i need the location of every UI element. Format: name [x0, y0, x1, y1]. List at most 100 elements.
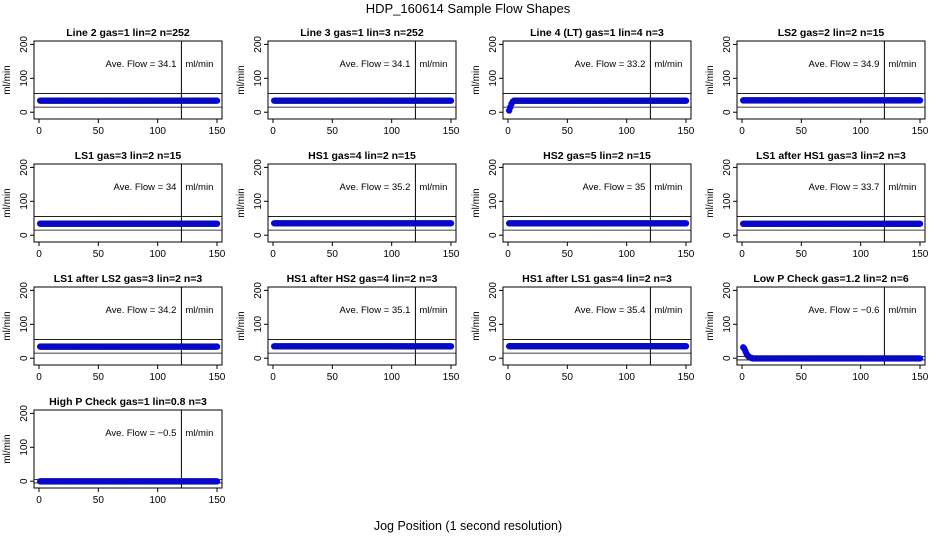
y-tick-label: 100	[488, 193, 499, 210]
panel-title: HS2 gas=5 lin=2 n=15	[543, 150, 651, 162]
x-tick-label: 100	[383, 372, 400, 383]
y-tick-label: 0	[722, 355, 733, 361]
y-tick-label: 0	[253, 232, 264, 238]
figure-title: HDP_160614 Sample Flow Shapes	[365, 1, 571, 16]
x-tick-label: 50	[562, 372, 574, 383]
x-tick-label: 150	[209, 126, 226, 137]
y-tick-label: 200	[253, 159, 264, 176]
y-tick-label: 200	[253, 282, 264, 299]
x-tick-label: 0	[270, 249, 276, 260]
y-tick-label: 0	[722, 232, 733, 238]
data-point	[213, 343, 221, 350]
panel-11: HS1 after LS1 gas=4 lin=2 n=3 0 50 100 150 0 1…	[471, 273, 695, 383]
panel-12: Low P Check gas=1.2 lin=2 n=6 0 50 100 150 0 1…	[705, 273, 929, 383]
y-axis-label: ml/min	[471, 311, 482, 340]
data-point	[916, 355, 924, 362]
ave-flow-annotation: Ave. Flow = 35.4	[575, 305, 646, 316]
x-tick-label: 150	[678, 249, 695, 260]
panel-title: High P Check gas=1 lin=0.8 n=3	[49, 396, 207, 408]
x-tick-label: 100	[149, 372, 166, 383]
data-series	[505, 220, 690, 227]
data-series	[739, 97, 924, 104]
x-tick-label: 0	[270, 372, 276, 383]
y-axis-label: ml/min	[236, 65, 247, 94]
x-tick-label: 100	[852, 249, 869, 260]
y-tick-label: 100	[488, 70, 499, 87]
ave-flow-unit: ml/min	[419, 182, 447, 193]
x-tick-label: 100	[852, 126, 869, 137]
x-tick-label: 100	[852, 372, 869, 383]
y-tick-label: 100	[722, 70, 733, 87]
plot-frame	[502, 40, 692, 120]
panel-title: LS2 gas=2 lin=2 n=15	[778, 27, 885, 39]
x-tick-label: 0	[36, 495, 42, 506]
x-tick-label: 0	[36, 249, 42, 260]
panel-2: Line 3 gas=1 lin=3 n=252 0 50 100 150 0 100 200…	[236, 27, 460, 137]
x-tick-label: 150	[209, 495, 226, 506]
y-tick-label: 0	[19, 109, 30, 115]
y-axis-label: ml/min	[471, 188, 482, 217]
x-tick-label: 50	[93, 249, 105, 260]
x-tick-label: 100	[618, 372, 635, 383]
data-point	[682, 343, 690, 350]
panel-title: HS1 after LS1 gas=4 lin=2 n=3	[522, 273, 672, 285]
x-tick-label: 150	[912, 249, 929, 260]
ave-flow-unit: ml/min	[888, 182, 916, 193]
ave-flow-annotation: Ave. Flow = 34.1	[106, 59, 177, 70]
y-axis-label: ml/min	[2, 188, 13, 217]
ave-flow-annotation: Ave. Flow = 34	[113, 182, 176, 193]
x-tick-label: 50	[796, 249, 808, 260]
ave-flow-annotation: Ave. Flow = 33.7	[809, 182, 880, 193]
y-tick-label: 200	[19, 159, 30, 176]
data-series	[505, 97, 690, 114]
panel-title: LS1 gas=3 lin=2 n=15	[75, 150, 182, 162]
ave-flow-unit: ml/min	[888, 59, 916, 70]
y-tick-label: 100	[19, 439, 30, 456]
y-tick-label: 100	[253, 193, 264, 210]
x-tick-label: 0	[739, 372, 745, 383]
ave-flow-unit: ml/min	[419, 59, 447, 70]
y-tick-label: 100	[19, 193, 30, 210]
x-tick-label: 50	[562, 126, 574, 137]
y-tick-label: 200	[253, 36, 264, 53]
panel-1: Line 2 gas=1 lin=2 n=252 0 50 100 150 0 100 200…	[2, 27, 226, 137]
ave-flow-annotation: Ave. Flow = 34.1	[340, 59, 411, 70]
y-tick-label: 0	[253, 109, 264, 115]
x-tick-label: 50	[327, 126, 339, 137]
x-tick-label: 150	[678, 372, 695, 383]
y-tick-label: 200	[488, 159, 499, 176]
ave-flow-unit: ml/min	[419, 305, 447, 316]
y-axis-label: ml/min	[705, 188, 716, 217]
x-tick-label: 0	[505, 372, 511, 383]
y-axis-label: ml/min	[2, 65, 13, 94]
data-series	[739, 344, 924, 362]
x-tick-label: 150	[912, 372, 929, 383]
x-tick-label: 50	[327, 249, 339, 260]
data-series	[36, 343, 221, 350]
panel-8: LS1 after HS1 gas=3 lin=2 n=3 0 50 100 150 0 1…	[705, 150, 929, 260]
panel-title: Low P Check gas=1.2 lin=2 n=6	[753, 273, 908, 285]
y-tick-label: 100	[722, 193, 733, 210]
y-tick-label: 200	[488, 36, 499, 53]
y-tick-label: 100	[253, 70, 264, 87]
data-point	[447, 97, 455, 104]
panel-4: LS2 gas=2 lin=2 n=15 0 50 100 150 0 100 200 ml/m…	[705, 27, 929, 137]
x-tick-label: 0	[36, 372, 42, 383]
y-tick-label: 100	[488, 316, 499, 333]
x-tick-label: 0	[739, 126, 745, 137]
y-tick-label: 0	[488, 355, 499, 361]
data-point	[916, 220, 924, 227]
x-tick-label: 50	[796, 126, 808, 137]
y-tick-label: 0	[488, 232, 499, 238]
ave-flow-annotation: Ave. Flow = 35.2	[340, 182, 411, 193]
panel-7: HS2 gas=5 lin=2 n=15 0 50 100 150 0 100 200 ml/m…	[471, 150, 695, 260]
ave-flow-annotation: Ave. Flow = −0.5	[105, 428, 176, 439]
figure-xlabel: Jog Position (1 second resolution)	[373, 519, 563, 533]
y-tick-label: 100	[19, 316, 30, 333]
x-tick-label: 150	[443, 249, 460, 260]
y-tick-label: 200	[722, 36, 733, 53]
x-tick-label: 50	[93, 372, 105, 383]
x-tick-label: 0	[739, 249, 745, 260]
plot-frame	[736, 286, 926, 366]
x-tick-label: 0	[505, 126, 511, 137]
